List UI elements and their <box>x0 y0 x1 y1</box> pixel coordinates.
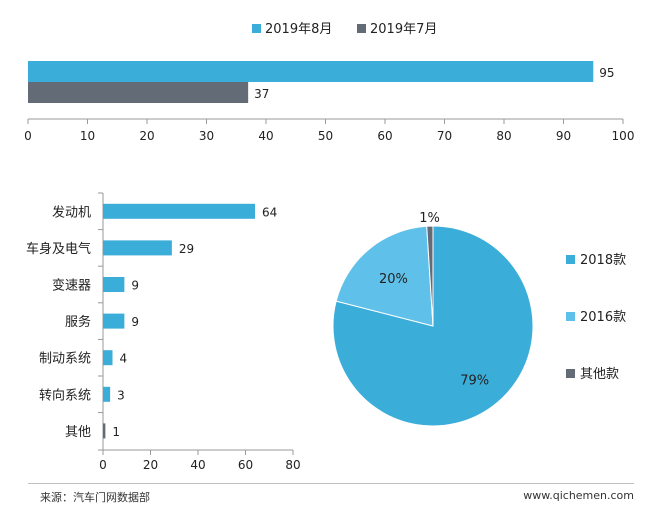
pie-slice-label-2: 1% <box>419 211 440 226</box>
category-label-3: 服务 <box>65 314 91 330</box>
bar-value-label-0: 95 <box>599 66 614 80</box>
pie-legend-label-1: 2016款 <box>580 310 626 325</box>
category-value-label-3: 9 <box>131 315 139 329</box>
top-bar-chart: 2019年8月 2019年7月 95 37 0 10 20 30 40 50 60 70 80 90 100 <box>24 22 634 143</box>
category-label-2: 变速器 <box>52 278 91 294</box>
pie-legend-swatch-1 <box>566 312 575 321</box>
x-tick-label-4: 40 <box>258 129 273 143</box>
category-bar-4 <box>103 350 113 366</box>
category-value-label-6: 1 <box>112 425 120 439</box>
x-tick-label-4: 80 <box>285 458 300 472</box>
category-value-label-5: 3 <box>117 388 125 402</box>
pie-slice-label-1: 20% <box>379 272 408 287</box>
fault-category-bar-chart: 发动机 64 车身及电气 29 变速器 9 服务 9 制动系统 4 转向系统 3 其他 1 0 20 40 60 8… <box>26 192 301 472</box>
category-bar-2 <box>103 277 125 292</box>
x-tick-label-9: 90 <box>556 129 571 143</box>
x-tick-label-2: 40 <box>190 458 205 472</box>
category-bar-3 <box>103 313 125 329</box>
category-label-4: 制动系统 <box>39 352 91 367</box>
legend-swatch-1 <box>357 24 366 33</box>
category-label-0: 发动机 <box>52 204 91 220</box>
bar-1 <box>28 82 249 103</box>
pie-legend-label-0: 2018款 <box>580 253 626 268</box>
pie-slice-2 <box>426 225 434 327</box>
x-tick-label-3: 60 <box>238 458 253 472</box>
website-url: www.qichemen.com <box>523 489 634 502</box>
category-value-label-4: 4 <box>120 352 128 366</box>
x-tick-label-8: 80 <box>496 129 511 143</box>
category-value-label-2: 9 <box>131 279 139 293</box>
pie-slice-label-0: 79% <box>460 374 489 389</box>
category-value-label-1: 29 <box>179 242 194 256</box>
pie-legend-label-2: 其他款 <box>580 367 619 382</box>
category-bar-1 <box>103 240 172 256</box>
x-tick-label-10: 100 <box>612 129 635 143</box>
x-tick-label-7: 70 <box>437 129 452 143</box>
category-label-5: 转向系统 <box>39 387 91 403</box>
x-tick-label-2: 20 <box>139 129 154 143</box>
category-value-label-0: 64 <box>262 205 277 219</box>
pie-legend-swatch-0 <box>566 255 575 264</box>
x-tick-label-6: 60 <box>377 129 392 143</box>
legend-label-0: 2019年8月 <box>265 22 332 37</box>
pie-slice-1 <box>335 225 434 327</box>
x-tick-label-0: 0 <box>24 129 32 143</box>
source-note: 来源：汽车门网数据部 <box>40 491 150 504</box>
x-tick-label-3: 30 <box>199 129 214 143</box>
category-label-6: 其他 <box>65 425 91 440</box>
x-tick-label-1: 10 <box>80 129 95 143</box>
category-label-1: 车身及电气 <box>26 241 91 257</box>
x-tick-label-0: 0 <box>99 458 107 472</box>
category-bar-6 <box>103 423 106 439</box>
legend-label-1: 2019年7月 <box>370 22 437 37</box>
pie-legend-swatch-2 <box>566 369 575 378</box>
legend-swatch-0 <box>252 24 261 33</box>
x-tick-label-5: 50 <box>318 129 333 143</box>
bar-value-label-1: 37 <box>254 87 269 101</box>
bar-0 <box>28 61 594 82</box>
footer-divider <box>28 483 634 484</box>
category-bar-5 <box>103 386 111 402</box>
category-bar-0 <box>103 203 255 219</box>
x-tick-label-1: 20 <box>143 458 158 472</box>
